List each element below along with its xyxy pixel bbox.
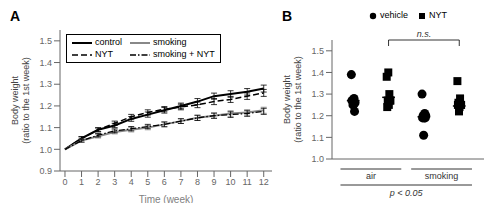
- svg-text:1.5: 1.5: [311, 46, 324, 56]
- svg-text:11: 11: [242, 177, 251, 187]
- svg-text:1.1: 1.1: [39, 123, 52, 133]
- svg-text:1.4: 1.4: [311, 68, 324, 78]
- svg-text:1.2: 1.2: [39, 101, 52, 111]
- html-text:NYT: NYT: [429, 10, 447, 20]
- svg-text:1.3: 1.3: [311, 89, 324, 99]
- svg-text:9: 9: [212, 177, 217, 187]
- svg-text:1.0: 1.0: [311, 154, 324, 164]
- html-text:control: control: [95, 37, 122, 47]
- svg-text:1.4: 1.4: [39, 58, 52, 68]
- svg-text:7: 7: [178, 177, 183, 187]
- svg-text:1.5: 1.5: [39, 36, 52, 46]
- svg-text:10: 10: [226, 177, 236, 187]
- svg-text:0: 0: [62, 177, 67, 187]
- svg-text:Time (week): Time (week): [139, 194, 194, 203]
- svg-text:n.s.: n.s.: [417, 29, 432, 39]
- svg-text:8: 8: [195, 177, 200, 187]
- html-text:vehicle: vehicle: [380, 10, 408, 20]
- html-text:NYT: NYT: [95, 49, 113, 59]
- svg-text:1.3: 1.3: [39, 79, 52, 89]
- svg-text:6: 6: [162, 177, 167, 187]
- html-text:A: A: [10, 8, 21, 24]
- svg-text:1.1: 1.1: [311, 133, 324, 143]
- html-text:B: B: [282, 8, 293, 24]
- svg-text:0.9: 0.9: [39, 166, 52, 176]
- svg-text:smoking: smoking: [425, 171, 459, 181]
- svg-text:1: 1: [79, 177, 84, 187]
- svg-text:1.0: 1.0: [39, 145, 52, 155]
- svg-text:Body weight(ratio to the 1st w: Body weight(ratio to the 1st week): [10, 57, 31, 144]
- svg-text:Body weight(ratio to the 1st w: Body weight(ratio to the 1st week): [282, 56, 303, 143]
- svg-text:p < 0.05: p < 0.05: [389, 188, 424, 198]
- svg-text:5: 5: [145, 177, 150, 187]
- svg-text:3: 3: [112, 177, 117, 187]
- svg-text:4: 4: [129, 177, 134, 187]
- svg-text:2: 2: [96, 177, 101, 187]
- svg-text:air: air: [366, 171, 376, 181]
- html-text:smoking: smoking: [153, 37, 187, 47]
- html-text:smoking + NYT: smoking + NYT: [153, 49, 215, 59]
- svg-text:12: 12: [259, 177, 269, 187]
- svg-text:1.2: 1.2: [311, 111, 324, 121]
